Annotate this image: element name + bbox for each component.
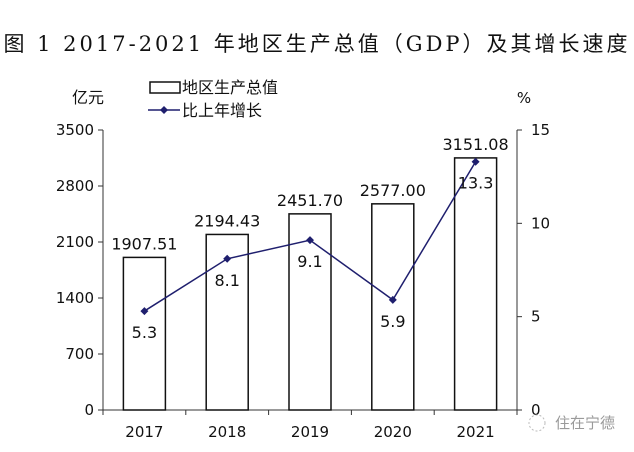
bar-value-label: 2451.70 [277, 191, 343, 210]
right-axis-unit: % [517, 89, 531, 107]
growth-value-label: 13.3 [458, 174, 494, 193]
growth-point-marker [223, 254, 232, 263]
legend-bar-swatch [149, 81, 181, 94]
right-tick-label: 10 [531, 214, 550, 232]
right-tick-label: 0 [531, 401, 541, 419]
growth-value-label: 5.3 [132, 323, 157, 342]
left-tick-label: 3500 [56, 121, 94, 139]
legend-line-label: 比上年增长 [182, 101, 262, 120]
legend-line-marker [160, 106, 168, 114]
x-tick-label: 2019 [291, 423, 329, 441]
left-axis-unit: 亿元 [72, 88, 104, 107]
bar-2021 [453, 157, 498, 411]
left-tick-label: 1400 [56, 289, 94, 307]
growth-value-label: 5.9 [380, 312, 405, 331]
x-tick-label: 2018 [208, 423, 246, 441]
bar-2020 [371, 203, 415, 411]
x-tick-label: 2021 [457, 423, 495, 441]
growth-point-marker [388, 295, 397, 304]
x-tick-label: 2020 [374, 423, 412, 441]
x-tick-label: 2017 [125, 423, 163, 441]
right-tick-label: 5 [531, 308, 541, 326]
wechat-icon [528, 414, 546, 432]
bar-2017 [122, 256, 167, 411]
legend-bar-label: 地区生产总值 [182, 78, 278, 97]
bar-2018 [205, 233, 249, 411]
chart-title: 图 1 2017-2021 年地区生产总值（GDP）及其增长速度 [3, 32, 631, 56]
bar-value-label: 1907.51 [111, 234, 177, 253]
bar-2019 [288, 213, 332, 411]
growth-value-label: 9.1 [297, 252, 322, 271]
growth-value-label: 8.1 [214, 271, 239, 290]
left-tick-label: 2800 [56, 177, 94, 195]
watermark-text: 住在宁德 [555, 414, 615, 432]
bar-value-label: 3151.08 [443, 135, 509, 154]
left-tick-label: 2100 [56, 233, 94, 251]
bar-value-label: 2577.00 [360, 181, 426, 200]
bar-value-label: 2194.43 [194, 211, 260, 230]
growth-point-marker [140, 307, 149, 316]
right-tick-label: 15 [531, 121, 550, 139]
left-tick-label: 700 [65, 345, 94, 363]
left-tick-label: 0 [84, 401, 94, 419]
growth-point-marker [306, 236, 314, 245]
growth-point-marker [471, 157, 480, 166]
